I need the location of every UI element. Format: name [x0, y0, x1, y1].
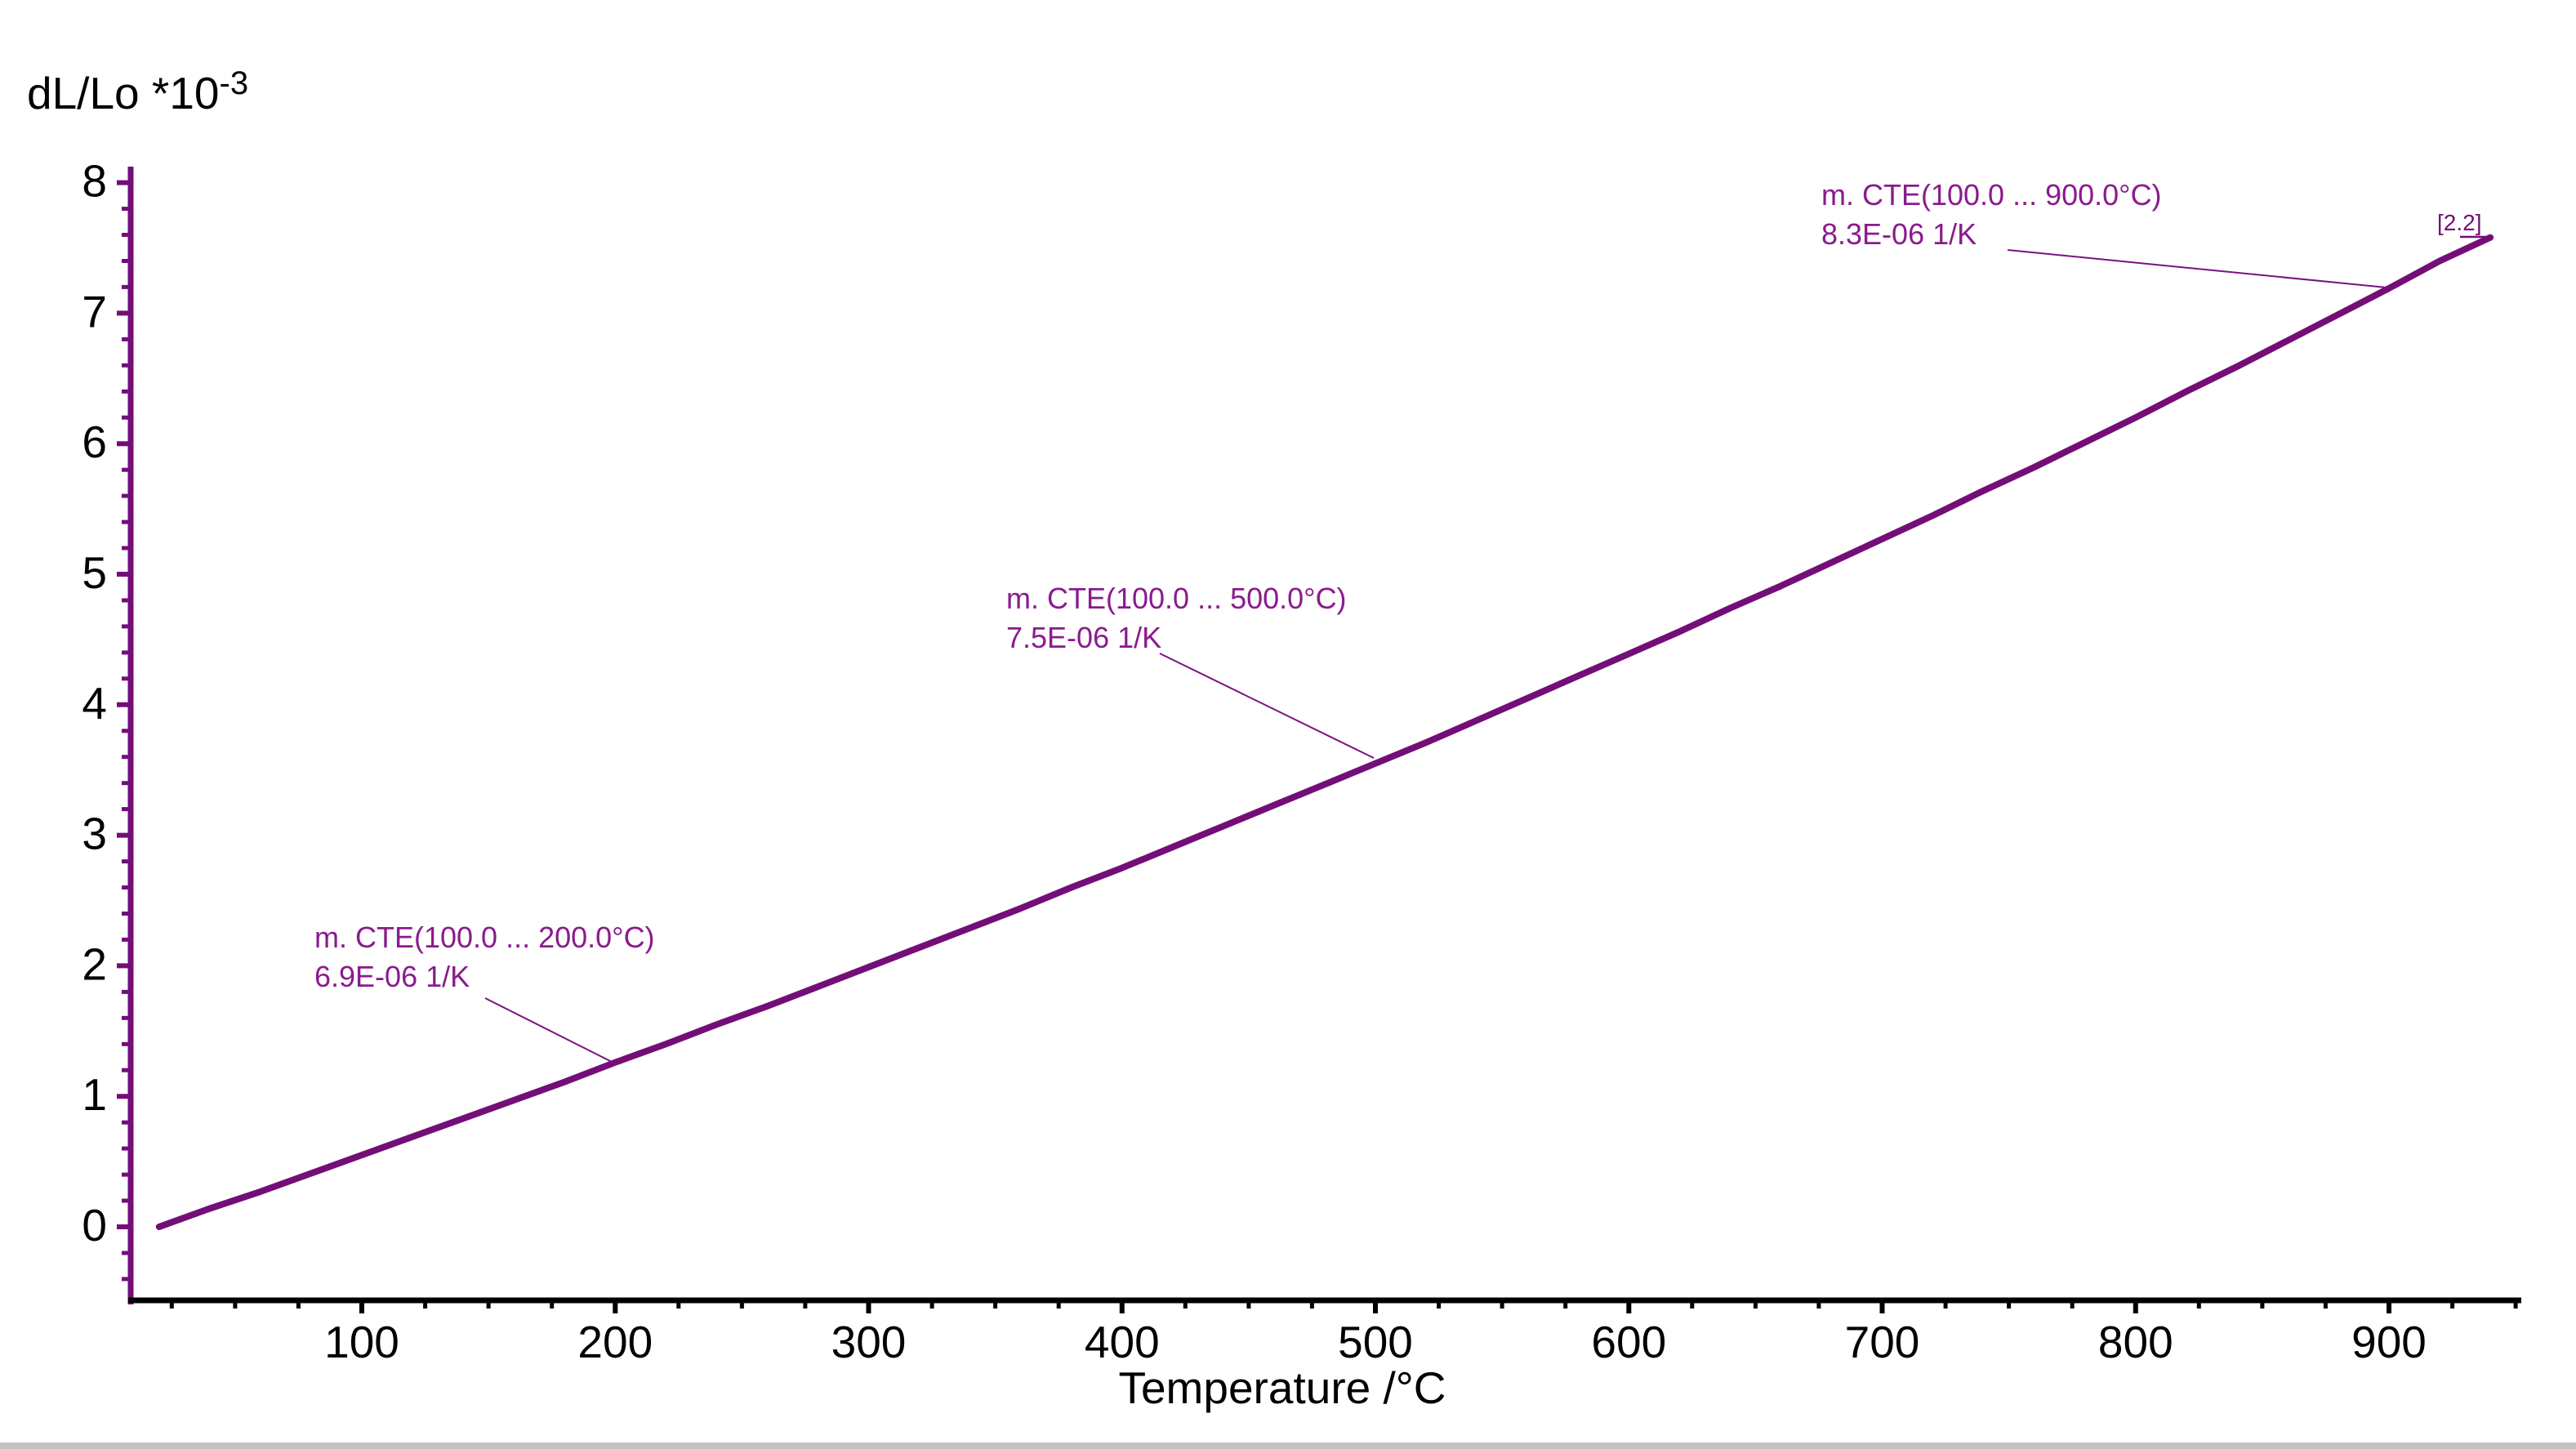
annotation-leader-line [1159, 653, 1375, 759]
annotation-range-text[interactable]: m. CTE(100.0 ... 200.0°C) [314, 921, 655, 954]
x-tick-label: 600 [1591, 1317, 1666, 1367]
y-axis-title: dL/Lo *10-3 [27, 65, 248, 118]
x-axis-title: Temperature /°C [1118, 1362, 1446, 1413]
y-tick-label: 2 [82, 939, 107, 989]
annotation-leader-line [484, 997, 616, 1064]
x-tick-label: 400 [1085, 1317, 1160, 1367]
window-bottom-edge [0, 1442, 2576, 1449]
y-tick-label: 7 [82, 286, 107, 337]
x-tick-label: 200 [577, 1317, 653, 1367]
annotation-value-text[interactable]: 6.9E-06 1/K [314, 960, 470, 993]
y-tick-label: 0 [82, 1200, 107, 1251]
curve-number-label[interactable]: [2.2] [2437, 210, 2481, 235]
cte-annotation-100-500[interactable]: m. CTE(100.0 ... 500.0°C) 7.5E-06 1/K [1006, 582, 1375, 759]
y-tick-label: 4 [82, 678, 107, 729]
x-tick-label: 900 [2351, 1317, 2427, 1367]
x-tick-label: 800 [2098, 1317, 2173, 1367]
cte-annotation-100-200[interactable]: m. CTE(100.0 ... 200.0°C) 6.9E-06 1/K [314, 921, 655, 1064]
x-axis: 100 200 300 400 500 600 700 800 900 [128, 1297, 2521, 1367]
annotation-range-text[interactable]: m. CTE(100.0 ... 900.0°C) [1821, 178, 2162, 212]
annotation-value-text[interactable]: 7.5E-06 1/K [1006, 621, 1161, 654]
y-tick-label: 6 [82, 417, 107, 467]
x-tick-label: 500 [1338, 1317, 1413, 1367]
y-tick-label: 8 [82, 156, 107, 207]
y-tick-label: 5 [82, 547, 107, 598]
sample-curve-group [155, 234, 2494, 1230]
cte-annotation-100-900[interactable]: m. CTE(100.0 ... 900.0°C) 8.3E-06 1/K [1821, 178, 2387, 288]
annotation-value-text[interactable]: 8.3E-06 1/K [1821, 217, 1977, 251]
x-tick-label: 100 [324, 1317, 399, 1367]
y-axis-title-base: dL/Lo *10 [27, 68, 220, 118]
y-tick-label: 3 [82, 809, 107, 859]
annotation-range-text[interactable]: m. CTE(100.0 ... 500.0°C) [1006, 582, 1347, 615]
x-tick-label: 700 [1845, 1317, 1920, 1367]
y-tick-label: 1 [82, 1069, 107, 1120]
curve-label[interactable]: [2.2] [2437, 210, 2493, 239]
annotation-leader-line [2007, 249, 2387, 288]
y-axis: 8 7 6 5 4 3 2 1 0 [82, 156, 134, 1304]
y-axis-title-exponent: -3 [220, 65, 249, 101]
x-tick-label: 300 [831, 1317, 907, 1367]
sample-curve[interactable] [155, 234, 2494, 1230]
